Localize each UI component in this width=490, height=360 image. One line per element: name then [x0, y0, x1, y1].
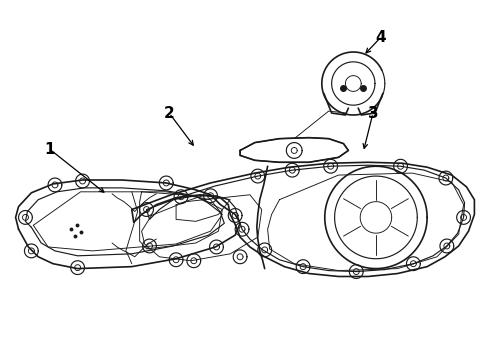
Text: 1: 1 [45, 142, 55, 157]
Text: 4: 4 [375, 30, 386, 45]
Text: 3: 3 [368, 105, 378, 121]
Text: 2: 2 [164, 105, 174, 121]
